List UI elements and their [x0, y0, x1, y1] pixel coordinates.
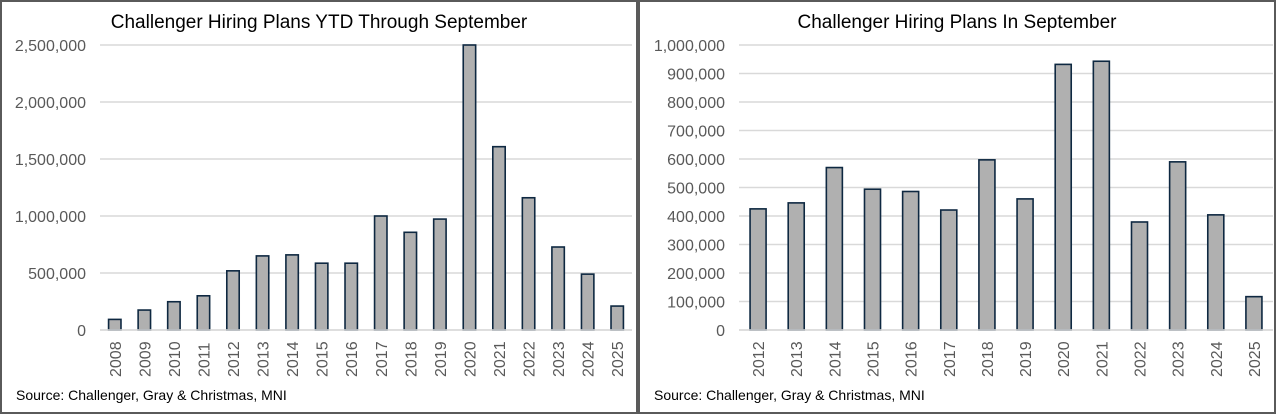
bar-2012: [225, 270, 241, 331]
bar-2022: [521, 196, 536, 331]
y-tick-label: 900,000: [667, 67, 725, 84]
y-tick-label: 700,000: [667, 124, 725, 141]
chart-title: Challenger Hiring Plans In September: [797, 12, 1117, 33]
ytd-chart-panel: 0 500,000 1,000,000 1,500,000 2,000,000 2,500…: [0, 0, 638, 414]
x-tick-label: 2020: [1056, 341, 1073, 377]
bar-2018: [978, 159, 996, 331]
x-tick-label: 2010: [167, 341, 184, 377]
bar-2020: [462, 44, 477, 331]
bar-2015: [314, 262, 329, 331]
ytd-chart-svg: 0 500,000 1,000,000 1,500,000 2,000,000 2,500…: [15, 38, 632, 377]
bar-2014: [285, 254, 300, 331]
bar-2013: [787, 202, 806, 331]
y-tick-label: 2,000,000: [15, 95, 86, 112]
x-tick-label: 2023: [1171, 341, 1188, 377]
y-tick-label: 300,000: [667, 238, 725, 255]
bar-2011: [196, 294, 211, 331]
bar-2023: [551, 246, 566, 331]
x-tick-label: 2009: [137, 341, 154, 377]
bar-2018: [403, 231, 418, 331]
bar-2016: [344, 262, 359, 331]
y-tick-label: 200,000: [667, 266, 725, 283]
x-tick-label: 2025: [610, 341, 627, 377]
source-note: Source: Challenger, Gray & Christmas, MN…: [16, 387, 287, 403]
bar-2017: [939, 209, 958, 331]
x-tick-label: 2019: [1018, 341, 1035, 377]
bar-2022: [1130, 221, 1149, 331]
x-tick-label: 2021: [492, 341, 509, 377]
x-tick-label: 2011: [196, 342, 213, 377]
x-tick-label: 2024: [1209, 341, 1226, 377]
bar-2013: [255, 255, 270, 331]
bar-2025: [1245, 295, 1263, 331]
x-tick-label: 2018: [403, 341, 420, 377]
x-tick-label: 2015: [315, 341, 332, 377]
y-tick-label: 800,000: [667, 95, 725, 112]
x-tick-label: 2012: [751, 341, 768, 377]
x-tick-label: 2012: [226, 341, 243, 377]
bar-2009: [137, 309, 152, 331]
bar-2019: [1016, 198, 1034, 331]
x-tick-label: 2014: [827, 341, 844, 377]
x-tick-label: 2016: [344, 341, 361, 377]
y-tick-label: 1,000,000: [654, 38, 725, 55]
x-tick-label: 2008: [108, 341, 125, 377]
bar-2019: [432, 218, 447, 331]
x-tick-label: 2014: [285, 341, 302, 377]
y-tick-label: 0: [716, 323, 725, 340]
y-tick-label: 500,000: [667, 181, 725, 198]
x-tick-label: 2023: [551, 341, 568, 377]
chart-title: Challenger Hiring Plans YTD Through Sept…: [110, 12, 528, 33]
bar-2024: [1206, 214, 1225, 331]
bar-2021: [1092, 60, 1111, 331]
x-tick-label: 2018: [980, 341, 997, 377]
y-tick-label: 2,500,000: [15, 38, 86, 55]
x-tick-label: 2013: [256, 341, 273, 377]
bar-2017: [373, 215, 388, 331]
x-tick-label: 2017: [374, 341, 391, 377]
bar-2021: [491, 145, 507, 331]
y-tick-label: 1,500,000: [15, 152, 86, 169]
bar-2016: [901, 190, 920, 331]
x-tick-label: 2021: [1094, 341, 1111, 377]
x-tick-label: 2024: [581, 341, 598, 377]
bar-2014: [825, 166, 844, 331]
x-tick-label: 2015: [866, 341, 883, 377]
y-tick-label: 400,000: [667, 209, 725, 226]
x-tick-label: 2017: [942, 341, 959, 377]
september-chart-svg: 0 100,000 200,000 300,000 400,000 500,000 600,…: [654, 38, 1273, 377]
source-note: Source: Challenger, Gray & Christmas, MN…: [654, 387, 925, 403]
x-tick-label: 2020: [462, 341, 479, 377]
x-tick-label: 2013: [789, 341, 806, 377]
x-tick-label: 2016: [904, 341, 921, 377]
bar-2012: [749, 208, 767, 331]
x-tick-label: 2022: [522, 341, 539, 377]
bar-2023: [1168, 161, 1187, 331]
x-tick-label: 2019: [433, 341, 450, 377]
y-tick-label: 0: [77, 323, 86, 340]
bar-2020: [1054, 63, 1073, 331]
y-tick-label: 1,000,000: [15, 209, 86, 226]
bar-2025: [610, 305, 625, 331]
x-tick-label: 2022: [1133, 341, 1150, 377]
y-tick-label: 500,000: [28, 266, 86, 283]
bar-2010: [166, 300, 181, 331]
bar-2024: [580, 273, 595, 331]
september-chart-panel: 0 100,000 200,000 300,000 400,000 500,000 600,…: [638, 0, 1276, 414]
y-tick-label: 100,000: [667, 295, 725, 312]
x-tick-label: 2025: [1247, 341, 1264, 377]
bar-2015: [863, 188, 882, 331]
y-tick-label: 600,000: [667, 152, 725, 169]
bar-2008: [107, 318, 122, 331]
